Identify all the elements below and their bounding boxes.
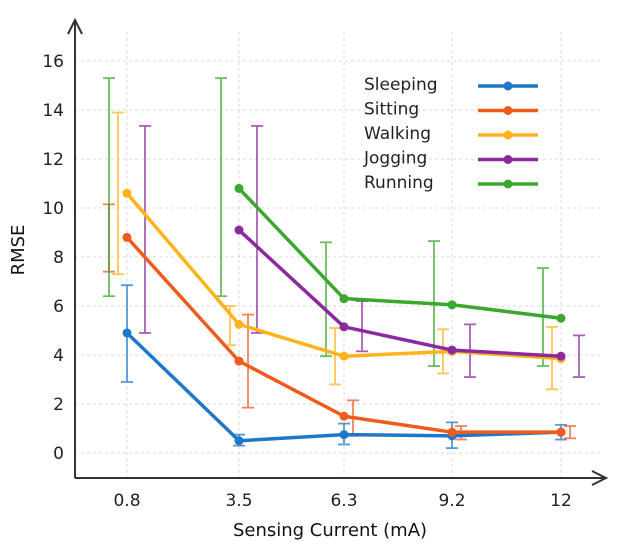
x-tick-label: 3.5 bbox=[225, 491, 252, 511]
y-axis-arrow bbox=[67, 17, 83, 35]
data-point-sitting bbox=[447, 427, 457, 437]
data-point-sleeping bbox=[339, 430, 349, 440]
legend-label: Sleeping bbox=[364, 75, 438, 95]
legend-swatch-marker bbox=[503, 81, 513, 91]
data-point-running bbox=[556, 313, 566, 323]
error-bar bbox=[356, 300, 368, 353]
data-point-sitting bbox=[556, 427, 566, 437]
y-tick-label: 16 bbox=[42, 52, 64, 72]
legend: Sleeping Sitting Walking Jogging Running bbox=[363, 75, 538, 193]
y-tick-label: 10 bbox=[42, 199, 64, 219]
error-bar bbox=[112, 111, 124, 276]
legend-swatch-marker bbox=[503, 179, 513, 189]
error-bar bbox=[320, 241, 332, 358]
grid bbox=[75, 32, 600, 478]
legend-label: Jogging bbox=[363, 149, 427, 169]
data-point-running bbox=[234, 183, 244, 193]
error-bar bbox=[215, 77, 227, 298]
data-point-running bbox=[447, 300, 457, 310]
x-tick-label: 0.8 bbox=[113, 491, 140, 511]
y-tick-label: 6 bbox=[53, 297, 64, 317]
error-bars bbox=[103, 77, 585, 450]
data-point-running bbox=[339, 294, 349, 304]
legend-swatch-marker bbox=[503, 155, 513, 164]
legend-swatch-marker bbox=[503, 130, 513, 140]
x-tick-label: 12 bbox=[550, 491, 572, 511]
legend-label: Sitting bbox=[364, 100, 419, 120]
series-line-running bbox=[237, 187, 562, 320]
y-tick-label: 8 bbox=[53, 248, 64, 268]
data-point-sitting bbox=[234, 356, 244, 366]
axes bbox=[67, 17, 609, 486]
error-bar bbox=[103, 77, 115, 298]
data-point-sleeping bbox=[122, 328, 132, 338]
y-tick-label: 2 bbox=[53, 395, 64, 415]
legend-swatch-marker bbox=[503, 106, 513, 115]
data-point-jogging bbox=[339, 322, 349, 332]
x-tick-label: 6.3 bbox=[330, 491, 357, 511]
x-tick-label: 9.2 bbox=[438, 491, 465, 511]
data-point-jogging bbox=[447, 345, 457, 355]
error-bar bbox=[573, 334, 585, 378]
data-point-jogging bbox=[234, 225, 244, 235]
series-line-jogging bbox=[237, 228, 562, 358]
x-axis-title: Sensing Current (mA) bbox=[233, 520, 427, 541]
series-lines bbox=[122, 183, 566, 446]
data-point-walking bbox=[339, 351, 349, 361]
y-tick-label: 12 bbox=[42, 150, 64, 170]
y-tick-labels: 0 2 4 6 8 10 12 14 16 bbox=[42, 52, 64, 464]
error-bar bbox=[242, 313, 254, 409]
x-axis-arrow bbox=[591, 470, 609, 486]
y-tick-label: 0 bbox=[53, 444, 64, 464]
error-bar bbox=[564, 425, 576, 440]
y-tick-label: 14 bbox=[42, 101, 64, 121]
error-bar bbox=[139, 125, 151, 334]
legend-label: Walking bbox=[364, 124, 431, 144]
data-point-walking bbox=[122, 188, 132, 198]
data-point-sleeping bbox=[234, 436, 244, 446]
data-point-walking bbox=[234, 319, 244, 329]
y-axis-title: RMSE bbox=[8, 225, 29, 276]
data-point-jogging bbox=[556, 351, 566, 361]
error-bar bbox=[251, 125, 263, 334]
legend-label: Running bbox=[364, 173, 434, 193]
x-tick-labels: 0.8 3.5 6.3 9.2 12 bbox=[113, 491, 571, 511]
data-point-sitting bbox=[122, 232, 132, 242]
y-tick-label: 4 bbox=[53, 346, 64, 366]
error-bar bbox=[329, 327, 341, 386]
data-point-sitting bbox=[339, 411, 349, 421]
